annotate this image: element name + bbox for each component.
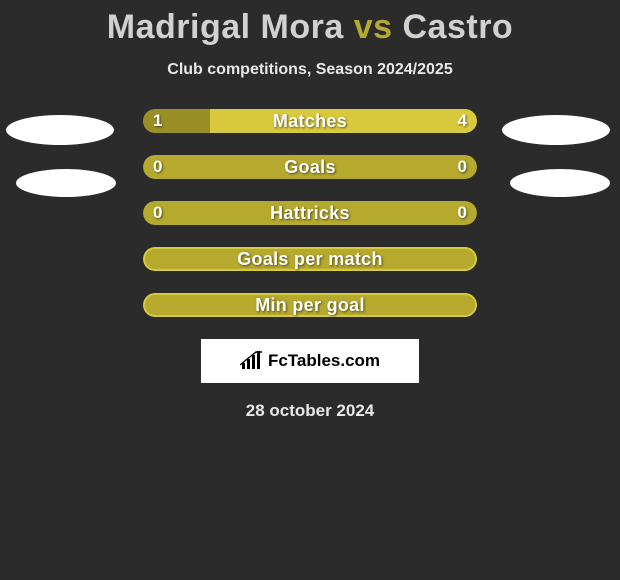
player-a-club-icon	[16, 169, 116, 197]
stat-label: Hattricks	[143, 201, 477, 225]
stat-bar: 00Hattricks	[143, 201, 477, 225]
stat-label: Goals per match	[143, 247, 477, 271]
source-logo: FcTables.com	[240, 351, 380, 371]
subtitle: Club competitions, Season 2024/2025	[0, 61, 620, 79]
comparison-chart: 14Matches 00Goals 00Hattricks Goals per mat…	[0, 109, 620, 317]
date-label: 28 october 2024	[0, 401, 620, 421]
stat-bar: 00Goals	[143, 155, 477, 179]
player-b-badge-icon	[502, 115, 610, 145]
title-player-a: Madrigal Mora	[107, 8, 344, 46]
page-title: Madrigal Mora vs Castro	[0, 0, 620, 47]
source-logo-text: FcTables.com	[268, 351, 380, 371]
title-vs: vs	[354, 8, 393, 46]
bars-list: 14Matches 00Goals 00Hattricks Goals per mat…	[143, 109, 477, 317]
stat-label: Min per goal	[143, 293, 477, 317]
player-b-club-icon	[510, 169, 610, 197]
chart-bars-icon	[240, 351, 264, 371]
stat-bar: 14Matches	[143, 109, 477, 133]
infographic-container: Madrigal Mora vs Castro Club competition…	[0, 0, 620, 580]
source-logo-box: FcTables.com	[201, 339, 419, 383]
player-a-badge-icon	[6, 115, 114, 145]
stat-label: Matches	[143, 109, 477, 133]
stat-bar: Goals per match	[143, 247, 477, 271]
stat-bar: Min per goal	[143, 293, 477, 317]
title-player-b: Castro	[403, 8, 514, 46]
stat-label: Goals	[143, 155, 477, 179]
